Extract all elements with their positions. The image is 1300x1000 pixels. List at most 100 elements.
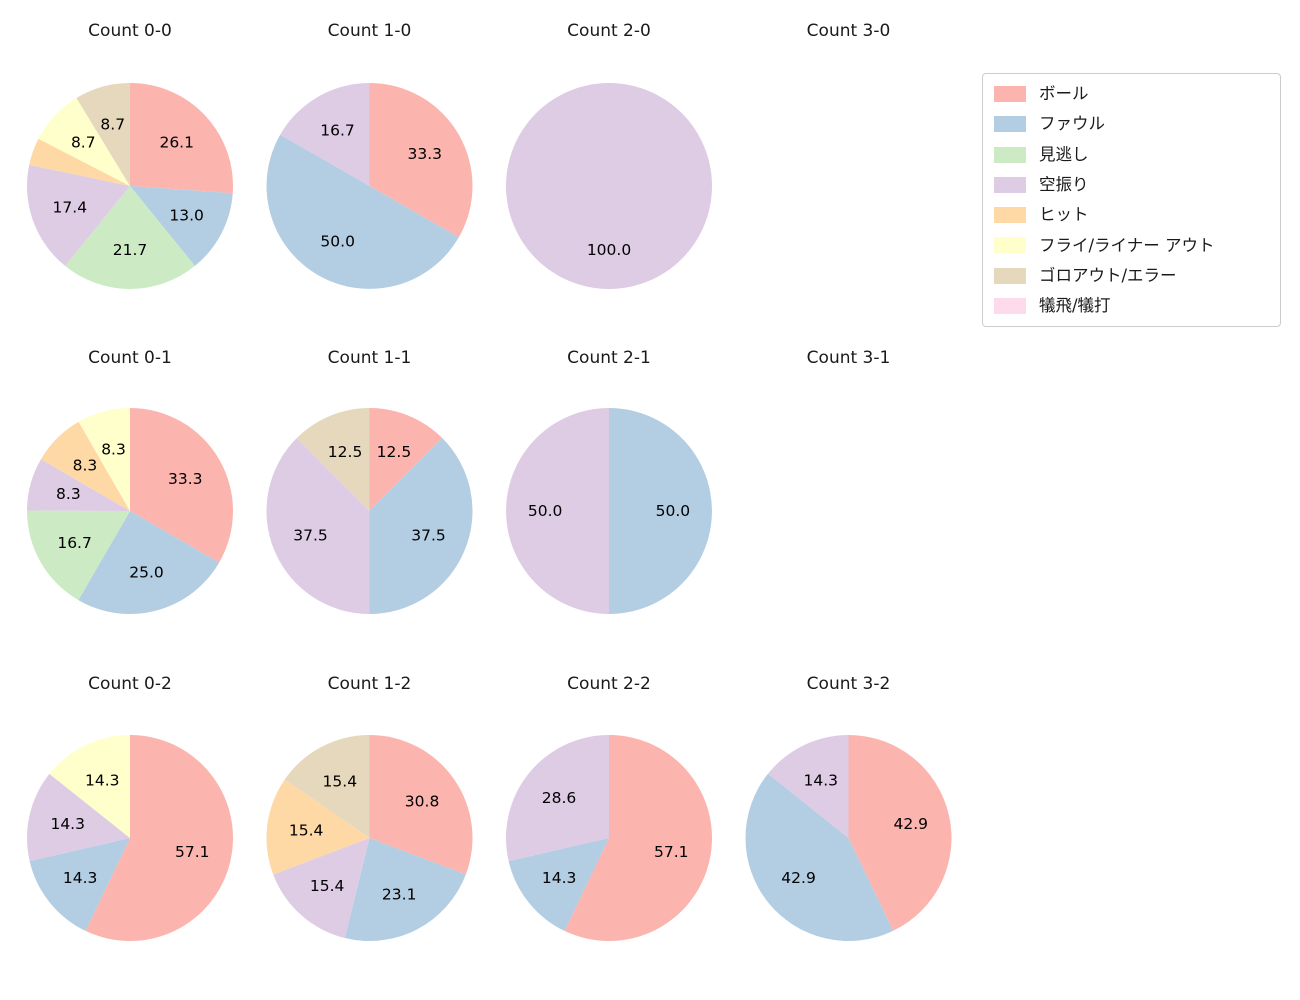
pie-slice-label: 15.4 — [310, 877, 345, 895]
pie-slice-label: 23.1 — [382, 886, 417, 904]
legend-item: 空振り — [994, 175, 1272, 195]
pie-chart-count-2-2: Count 2-2 57.1 14.3 28.6 — [505, 674, 712, 941]
legend-item: フライ/ライナー アウト — [994, 236, 1272, 256]
chart-title: Count 2-0 — [567, 21, 651, 41]
legend: ボールファウル見逃し空振りヒットフライ/ライナー アウトゴロアウト/エラー犠飛/… — [982, 73, 1281, 327]
pie-slice-label: 17.4 — [53, 198, 88, 216]
pie-slice — [29, 838, 130, 931]
legend-item: 犠飛/犠打 — [994, 296, 1272, 316]
pie-slice — [273, 838, 370, 939]
pie-slice-label: 57.1 — [175, 843, 210, 861]
legend-color-swatch — [994, 267, 1026, 284]
pie-slice-label: 14.3 — [50, 815, 85, 833]
pie-slice — [49, 735, 130, 838]
pie-slice-label: 8.3 — [101, 440, 126, 458]
pie-slice-label: 14.3 — [63, 869, 98, 887]
pie-slice — [76, 83, 130, 186]
pie-chart-count-3-1: Count 3-1 — [807, 348, 891, 368]
pie-slice — [85, 735, 233, 941]
pie-slice — [266, 779, 370, 875]
pie-slice-label: 8.7 — [100, 116, 125, 134]
pie-slice-label: 37.5 — [293, 526, 328, 544]
pie-slice-label: 42.9 — [894, 815, 929, 833]
legend-color-swatch — [994, 237, 1026, 254]
pie-slice — [130, 186, 233, 266]
pie-slice-label: 42.9 — [781, 869, 816, 887]
chart-title: Count 3-2 — [807, 674, 891, 694]
pie-slice-label: 28.6 — [542, 789, 577, 807]
pie-slice — [26, 510, 130, 601]
chart-title: Count 2-1 — [567, 348, 651, 368]
legend-label: 空振り — [1039, 174, 1089, 194]
legend-color-swatch — [994, 298, 1026, 315]
pie-slice — [78, 408, 130, 511]
pie-slice-label: 50.0 — [656, 502, 691, 520]
pie-chart-count-2-0: Count 2-0 100.0 — [506, 21, 712, 289]
pie-slice — [369, 408, 443, 511]
legend-label: 見逃し — [1039, 144, 1089, 164]
pie-slice-label: 21.7 — [113, 241, 148, 259]
pie-slice-label: 14.3 — [804, 771, 839, 789]
legend-item: ヒット — [994, 205, 1272, 225]
pie-slice — [284, 735, 370, 838]
pie-slice-label: 8.3 — [73, 457, 98, 475]
pie-slice-label: 8.7 — [71, 133, 96, 151]
pie-slice — [130, 83, 233, 194]
pie-slice — [369, 83, 473, 238]
legend-item: ファウル — [994, 114, 1272, 134]
pie-slice-label: 100.0 — [587, 241, 631, 259]
pie-slice-label: 33.3 — [408, 145, 443, 163]
chart-title: Count 1-2 — [328, 674, 412, 694]
pie-slice — [508, 838, 609, 931]
pie-chart-count-2-1: Count 2-1 50.0 50.0 — [506, 348, 712, 614]
legend-label: 犠飛/犠打 — [1039, 296, 1111, 316]
pie-chart-count-1-0: Count 1-0 33.3 50.0 16.7 — [266, 21, 473, 289]
legend-color-swatch — [994, 176, 1026, 193]
chart-title: Count 0-1 — [88, 348, 172, 368]
pie-slice — [27, 164, 130, 266]
pie-slice — [280, 83, 370, 186]
pie-slice — [564, 735, 712, 941]
pie-slice-label: 14.3 — [542, 869, 577, 887]
pie-chart-count-1-1: Count 1-1 12.5 37.5 37.5 12.5 — [266, 348, 473, 614]
legend-color-swatch — [994, 146, 1026, 163]
pie-slice — [26, 773, 131, 862]
pie-chart-count-0-2: Count 0-2 57.1 14.3 14.3 14.3 — [26, 674, 233, 941]
pie-slice-label: 8.3 — [56, 485, 81, 503]
pie-chart-count-3-0: Count 3-0 — [807, 21, 891, 41]
pie-slice — [38, 98, 130, 186]
pie-slice — [609, 408, 712, 614]
pie-slice — [369, 735, 473, 875]
pie-slice-label: 50.0 — [320, 232, 355, 250]
pie-chart-count-3-2: Count 3-2 42.9 42.9 14.3 — [745, 674, 952, 942]
pie-slice-label: 26.1 — [159, 133, 194, 151]
legend-item: ゴロアウト/エラー — [994, 266, 1272, 286]
pie-slice — [266, 438, 370, 614]
legend-color-swatch — [994, 85, 1026, 102]
pie-slice-label: 12.5 — [377, 443, 412, 461]
pie-slice-label: 14.3 — [85, 771, 120, 789]
pie-chart-count-0-0: Count 0-0 26.1 13.0 21.7 17.4 8.78.7 — [27, 21, 233, 289]
chart-title: Count 1-0 — [328, 21, 412, 41]
pie-slice-label: 33.3 — [168, 470, 203, 488]
pie-slice — [745, 773, 894, 942]
chart-title: Count 1-1 — [328, 348, 412, 368]
pie-slice — [65, 186, 195, 289]
pie-slice-label: 57.1 — [654, 843, 689, 861]
legend-label: フライ/ライナー アウト — [1039, 235, 1215, 255]
chart-title: Count 2-2 — [567, 674, 651, 694]
legend-label: ボール — [1039, 84, 1089, 103]
chart-title: Count 0-2 — [88, 674, 172, 694]
pie-slice-label: 15.4 — [323, 772, 358, 790]
pie-slice-label: 16.7 — [320, 122, 355, 140]
pie-slice-label: 30.8 — [405, 793, 440, 811]
pie-slice — [130, 408, 233, 563]
pie-slice-label: 25.0 — [129, 564, 164, 582]
pie-slice — [266, 134, 459, 289]
chart-title: Count 3-1 — [807, 348, 891, 368]
legend-color-swatch — [994, 116, 1026, 133]
pie-slice — [506, 83, 712, 289]
pie-slice — [344, 838, 466, 942]
